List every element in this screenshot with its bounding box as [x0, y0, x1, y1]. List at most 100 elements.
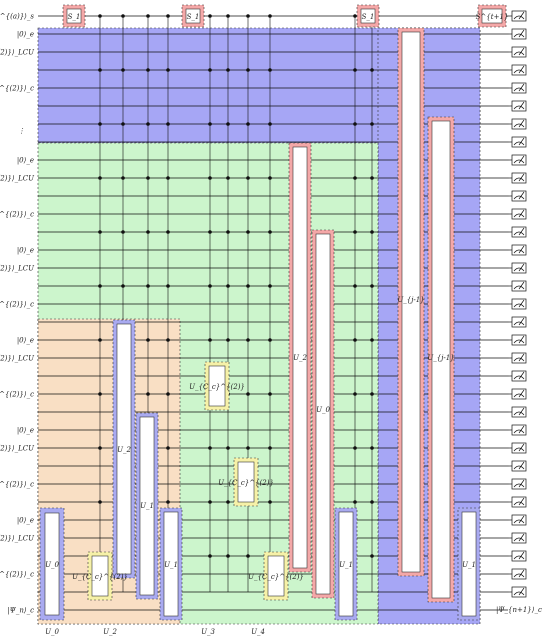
wire-label: |0⟩_e — [17, 247, 34, 255]
u-gate-2-label: U_2 — [117, 446, 131, 454]
measure-icon — [511, 586, 527, 598]
measure-icon — [511, 352, 527, 364]
wire-label: |0^{(2)}⟩_LCU — [0, 445, 35, 453]
control-dot — [208, 284, 212, 288]
measurements — [508, 10, 527, 598]
uc-gate-2: U_{C_c}^{(2)} — [189, 361, 245, 411]
control-dot — [370, 554, 374, 558]
wire-label: |0⟩_e — [17, 427, 34, 435]
measure-icon — [511, 154, 527, 166]
control-dot — [268, 230, 272, 234]
u-gate-3-label: U_0 — [316, 406, 330, 414]
u-gate-1d: U_1 — [457, 507, 481, 621]
control-dot — [121, 68, 125, 72]
uc-gate-3: U_{C_c}^{(2)} — [218, 457, 274, 507]
control-lines — [98, 14, 374, 592]
control-dot — [246, 338, 250, 342]
measure-icon — [511, 496, 527, 508]
control-dot — [353, 392, 357, 396]
wire-label: |Ψ_C^{(2)}⟩_c — [0, 301, 34, 309]
control-dot — [353, 176, 357, 180]
control-dot — [121, 176, 125, 180]
wire-label: |0⟩_e — [17, 337, 34, 345]
bottom-label-2: U_3 — [201, 628, 215, 636]
control-dot — [146, 338, 150, 342]
control-dot — [226, 176, 230, 180]
control-dot — [208, 122, 212, 126]
control-dot — [146, 176, 150, 180]
control-dot — [121, 284, 125, 288]
wire-label: |Ψ_n⟩_c — [7, 607, 34, 615]
wire-label: |Ψ_C^{(2)}⟩_c — [0, 391, 34, 399]
control-dot — [226, 122, 230, 126]
control-dot — [208, 446, 212, 450]
control-dot — [353, 122, 357, 126]
u-gate-1d-label: U_1 — [462, 561, 476, 569]
s-gate-3: S_1 — [356, 4, 380, 28]
wire-label: |Ψ_C^{(2)}⟩_c — [0, 571, 34, 579]
control-dot — [370, 284, 374, 288]
measure-icon — [511, 406, 527, 418]
measure-icon — [511, 424, 527, 436]
wire-label: |0^{(a)}⟩_s — [0, 13, 34, 21]
wire-label: |0⟩_e — [17, 517, 34, 525]
unitary-gates: U_0 U_2 U_1 U_1 U_2 U_0 — [39, 27, 481, 621]
u-gate-1a-label: U_1 — [140, 502, 154, 510]
wire-label: |Ψ_C^{(2)}⟩_c — [0, 211, 34, 219]
control-dot — [146, 392, 150, 396]
control-dot — [226, 338, 230, 342]
wire-label: |0^{(2)}⟩_LCU — [0, 355, 35, 363]
control-dot — [166, 230, 170, 234]
control-dot — [208, 14, 212, 18]
s-gate-1: S_1 — [62, 4, 86, 28]
control-dot — [166, 176, 170, 180]
uc-gate-4: U_{C_c}^{(2)} — [248, 551, 304, 601]
output-state-label: |Ψ_{n+1}⟩_c — [496, 606, 542, 614]
wire-label: |0^{(2)}⟩_LCU — [0, 265, 35, 273]
control-dot — [146, 68, 150, 72]
control-dot — [353, 446, 357, 450]
u-gate-1c: U_1 — [334, 507, 358, 621]
wire-label: |0^{(2)}⟩_LCU — [0, 535, 35, 543]
u-gate-2b: U_2 — [288, 142, 312, 573]
measure-icon — [511, 172, 527, 184]
measure-icon — [511, 136, 527, 148]
u-gate-1c-label: U_1 — [339, 561, 353, 569]
control-dot — [208, 68, 212, 72]
measure-icon — [511, 28, 527, 40]
control-dot — [370, 176, 374, 180]
wire-ellipsis: ⋮ — [18, 127, 25, 135]
control-dot — [121, 230, 125, 234]
s-gate-2: S_1 — [181, 4, 205, 28]
control-dot — [166, 338, 170, 342]
control-dot — [226, 284, 230, 288]
control-dot — [208, 338, 212, 342]
control-dot — [166, 284, 170, 288]
control-dot — [246, 284, 250, 288]
measure-icon — [511, 118, 527, 130]
control-dot — [370, 392, 374, 396]
uc-gate-2-label: U_{C_c}^{(2)} — [189, 383, 245, 391]
control-dot — [353, 68, 357, 72]
control-dot — [226, 446, 230, 450]
control-dot — [246, 14, 250, 18]
uc-gate-3-label: U_{C_c}^{(2)} — [218, 479, 274, 487]
control-dot — [146, 122, 150, 126]
control-dot — [166, 14, 170, 18]
control-dot — [246, 122, 250, 126]
control-dot — [246, 176, 250, 180]
control-dot — [166, 500, 170, 504]
control-dot — [98, 122, 102, 126]
uc-gate-4-label: U_{C_c}^{(2)} — [248, 573, 304, 581]
control-dot — [246, 446, 250, 450]
u-gate-3: U_0 — [311, 229, 335, 599]
u-gate-2b-label: U_2 — [293, 354, 307, 362]
wire-label: |0^{(2)}⟩_LCU — [0, 175, 35, 183]
control-dot — [268, 338, 272, 342]
control-dot — [226, 230, 230, 234]
control-dot — [166, 446, 170, 450]
wire-label: |0^{(2)}⟩_LCU — [0, 49, 35, 57]
s-gate-4-label: S^{t+1} — [476, 13, 509, 21]
control-dot — [226, 554, 230, 558]
control-dot — [98, 392, 102, 396]
